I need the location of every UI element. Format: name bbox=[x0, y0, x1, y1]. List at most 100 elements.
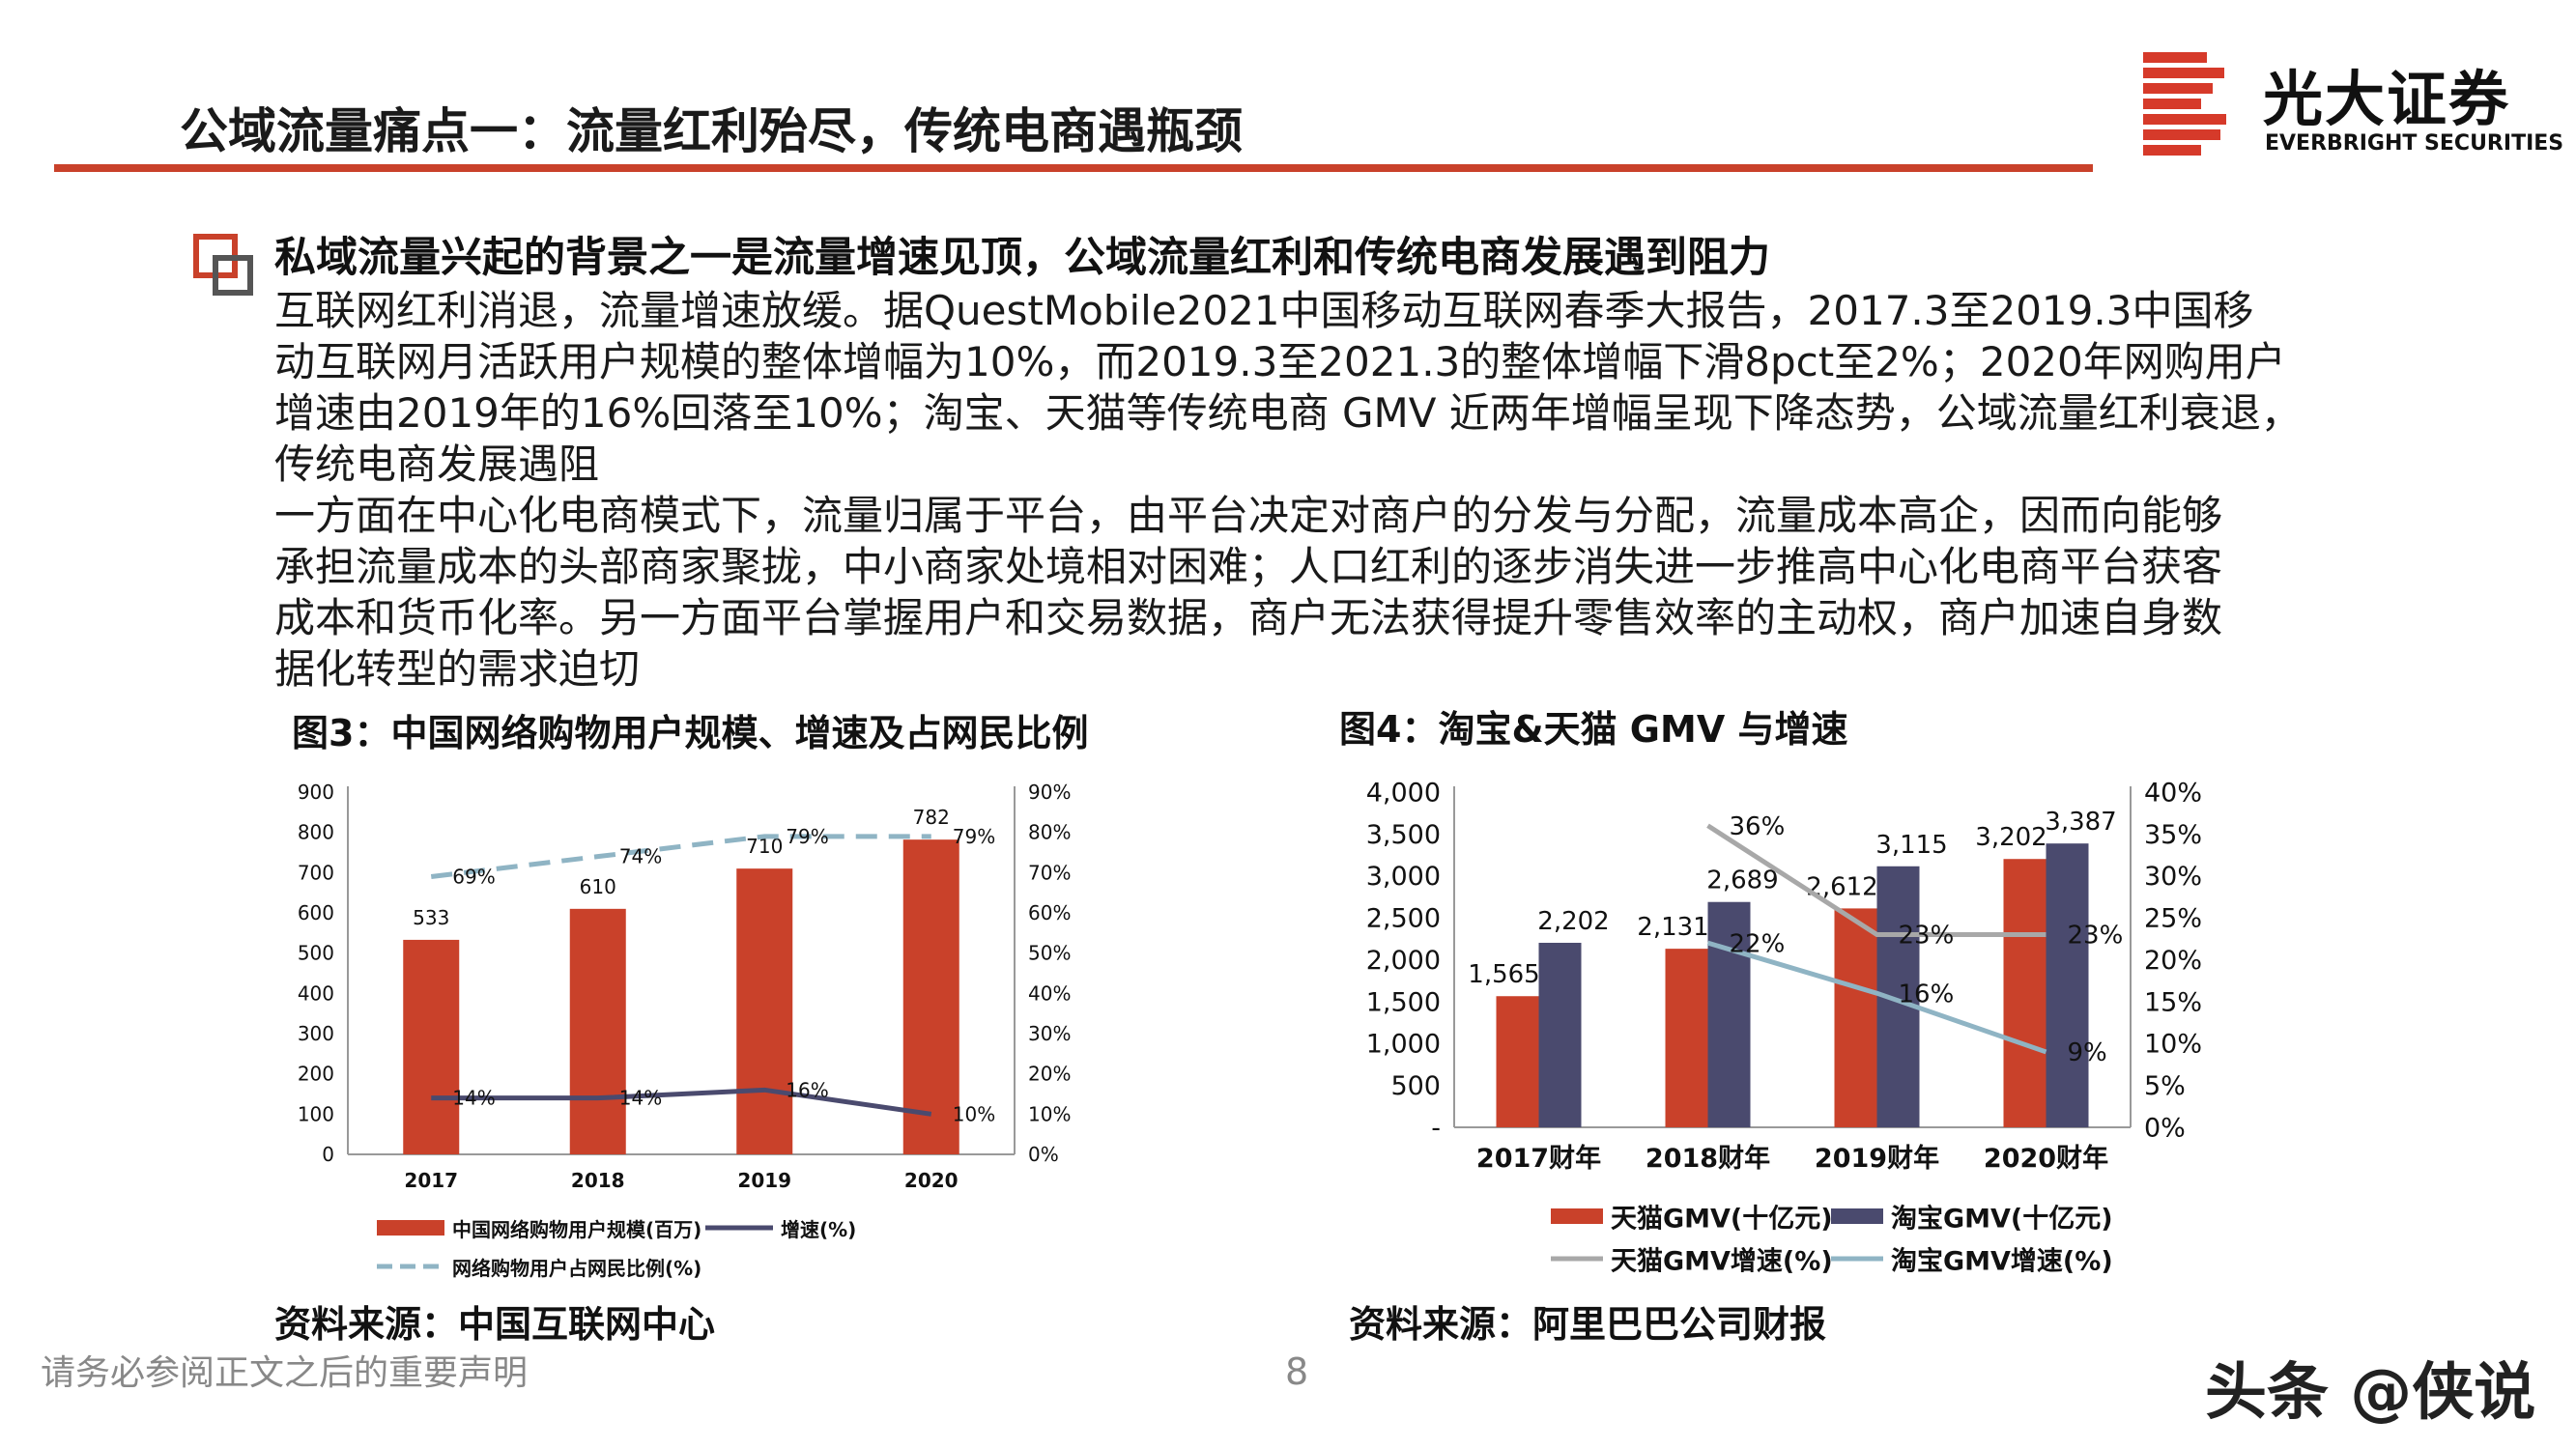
y2-tick-label: 70% bbox=[1028, 861, 1071, 884]
line-data-label: 74% bbox=[619, 845, 662, 868]
y2-tick-label: 30% bbox=[2144, 862, 2202, 892]
y-tick-label: 0 bbox=[322, 1143, 334, 1166]
y2-tick-label: 80% bbox=[1028, 821, 1071, 844]
line-data-label: 36% bbox=[1730, 812, 1786, 841]
x-tick-label: 2020 bbox=[904, 1169, 959, 1192]
logo-bar bbox=[2143, 114, 2226, 125]
y-tick-label: 200 bbox=[298, 1063, 334, 1086]
paragraph-line: 成本和货币化率。另一方面平台掌握用户和交易数据，商户无法获得提升零售效率的主动权… bbox=[274, 594, 2223, 641]
bar-data-label: 3,202 bbox=[1975, 823, 2046, 852]
y-tick-label: 2,500 bbox=[1366, 904, 1441, 934]
bar-data-label: 1,565 bbox=[1468, 960, 1539, 989]
bar bbox=[403, 939, 460, 1154]
chart4-source: 资料来源：阿里巴巴公司财报 bbox=[1349, 1303, 1827, 1346]
y2-tick-label: 35% bbox=[2144, 820, 2202, 850]
line-data-label: 14% bbox=[619, 1087, 662, 1110]
bar-data-label: 533 bbox=[413, 906, 449, 929]
y2-tick-label: 5% bbox=[2144, 1071, 2186, 1101]
chart4-caption: 图4：淘宝&天猫 GMV 与增速 bbox=[1339, 708, 1848, 751]
bar bbox=[569, 908, 626, 1154]
x-tick-label: 2020财年 bbox=[1984, 1143, 2108, 1174]
y2-tick-label: 25% bbox=[2144, 904, 2202, 934]
logo-bar bbox=[2143, 99, 2201, 109]
section-heading: 私域流量兴起的背景之一是流量增速见顶，公域流量红利和传统电商发展遇到阻力 bbox=[274, 234, 1770, 282]
paragraph-line: 互联网红利消退，流量增速放缓。据QuestMobile2021中国移动互联网春季… bbox=[274, 287, 2254, 334]
series-line bbox=[431, 1087, 932, 1117]
y2-tick-label: 30% bbox=[1028, 1022, 1071, 1045]
paragraph-line: 据化转型的需求迫切 bbox=[274, 645, 641, 693]
line-data-label: 79% bbox=[786, 825, 828, 848]
legend-swatch bbox=[377, 1220, 444, 1236]
y-tick-label: 3,000 bbox=[1366, 862, 1441, 892]
logo-bar bbox=[2143, 68, 2224, 78]
y-tick-label: 1,000 bbox=[1366, 1030, 1441, 1060]
bar-data-label: 610 bbox=[580, 875, 616, 898]
chart3-source: 资料来源：中国互联网中心 bbox=[274, 1303, 716, 1346]
y-tick-label: 4,000 bbox=[1366, 778, 1441, 808]
bar-data-label: 3,115 bbox=[1875, 831, 1947, 860]
line-data-label: 10% bbox=[953, 1102, 995, 1125]
legend-label: 天猫GMV增速(%) bbox=[1611, 1245, 1833, 1276]
line-data-label: 16% bbox=[1899, 980, 1955, 1009]
y2-tick-label: 10% bbox=[1028, 1102, 1071, 1125]
chart3-user-scale-chart: 0 100 200 300 400 500 600 700 800 900 0% 10% 20% 30% 4… bbox=[298, 781, 1072, 1280]
y2-tick-label: 10% bbox=[2144, 1030, 2202, 1060]
y2-tick-label: 20% bbox=[2144, 946, 2202, 976]
bar bbox=[1538, 942, 1582, 1127]
x-tick-label: 2017 bbox=[404, 1169, 458, 1192]
y-tick-label: - bbox=[1431, 1113, 1441, 1143]
y2-tick-label: 40% bbox=[2144, 778, 2202, 808]
bar-data-label: 3,387 bbox=[2045, 808, 2116, 837]
line-data-label: 69% bbox=[452, 866, 495, 889]
bar bbox=[902, 839, 959, 1154]
y-tick-label: 900 bbox=[298, 781, 334, 804]
bar-data-label: 782 bbox=[913, 806, 950, 829]
logo-bar bbox=[2143, 83, 2213, 94]
y-tick-label: 1,500 bbox=[1366, 987, 1441, 1017]
bar-data-label: 2,689 bbox=[1706, 867, 1778, 895]
y-tick-label: 100 bbox=[298, 1102, 334, 1125]
title-divider bbox=[54, 164, 2093, 172]
line-data-label: 14% bbox=[452, 1087, 495, 1110]
line-data-label: 23% bbox=[1899, 922, 1955, 951]
y2-tick-label: 0% bbox=[1028, 1143, 1059, 1166]
legend-label: 淘宝GMV增速(%) bbox=[1891, 1245, 2113, 1276]
y-tick-label: 500 bbox=[1390, 1071, 1441, 1101]
legend-label: 中国网络购物用户规模(百万) bbox=[452, 1218, 701, 1241]
bullet-square-icon bbox=[193, 234, 255, 296]
bar-data-label: 2,202 bbox=[1537, 907, 1609, 936]
y2-tick-label: 90% bbox=[1028, 781, 1071, 804]
logo-bar bbox=[2143, 52, 2207, 63]
page-number: 8 bbox=[1285, 1350, 1309, 1393]
bar bbox=[2046, 843, 2089, 1127]
series-line bbox=[430, 834, 931, 879]
x-tick-label: 2018 bbox=[571, 1169, 625, 1192]
legend-label: 增速(%) bbox=[781, 1218, 856, 1241]
y-tick-label: 3,500 bbox=[1366, 820, 1441, 850]
line-data-label: 22% bbox=[1730, 929, 1786, 958]
y-tick-label: 700 bbox=[298, 861, 334, 884]
logo-name: 光大证券 bbox=[2263, 64, 2511, 134]
bar bbox=[1665, 949, 1708, 1127]
y2-tick-label: 0% bbox=[2144, 1113, 2186, 1143]
disclaimer-text: 请务必参阅正文之后的重要声明 bbox=[41, 1353, 529, 1393]
legend-label: 淘宝GMV(十亿元) bbox=[1891, 1203, 2113, 1234]
everbright-logo: 光大证券 EVERBRIGHT SECURITIES bbox=[2143, 46, 2563, 167]
bar-data-label: 2,131 bbox=[1637, 913, 1708, 942]
y-tick-label: 800 bbox=[298, 821, 334, 844]
legend-label: 天猫GMV(十亿元) bbox=[1611, 1204, 1833, 1234]
x-tick-label: 2017财年 bbox=[1476, 1143, 1601, 1174]
paragraph-line: 一方面在中心化电商模式下，流量归属于平台，由平台决定对商户的分发与分配，流量成本… bbox=[274, 492, 2223, 539]
logo-bar bbox=[2143, 145, 2201, 156]
y-tick-label: 400 bbox=[298, 981, 334, 1005]
bar bbox=[1496, 996, 1539, 1127]
logo-subtitle: EVERBRIGHT SECURITIES bbox=[2265, 131, 2564, 156]
paragraph-line: 承担流量成本的头部商家聚拢，中小商家处境相对困难；人口红利的逐步消失进一步推高中… bbox=[274, 543, 2223, 590]
paragraph-line: 传统电商发展遇阻 bbox=[274, 440, 600, 488]
line-data-label: 23% bbox=[2068, 922, 2124, 951]
chart4-gmv-chart: - 500 1,000 1,500 2,000 2,500 3,000 3,500 4,000 0… bbox=[1366, 778, 2202, 1276]
x-tick-label: 2019 bbox=[737, 1169, 791, 1192]
watermark: 头条 @侠说 bbox=[2205, 1357, 2536, 1429]
line-data-label: 79% bbox=[953, 825, 995, 848]
y2-tick-label: 60% bbox=[1028, 901, 1071, 924]
